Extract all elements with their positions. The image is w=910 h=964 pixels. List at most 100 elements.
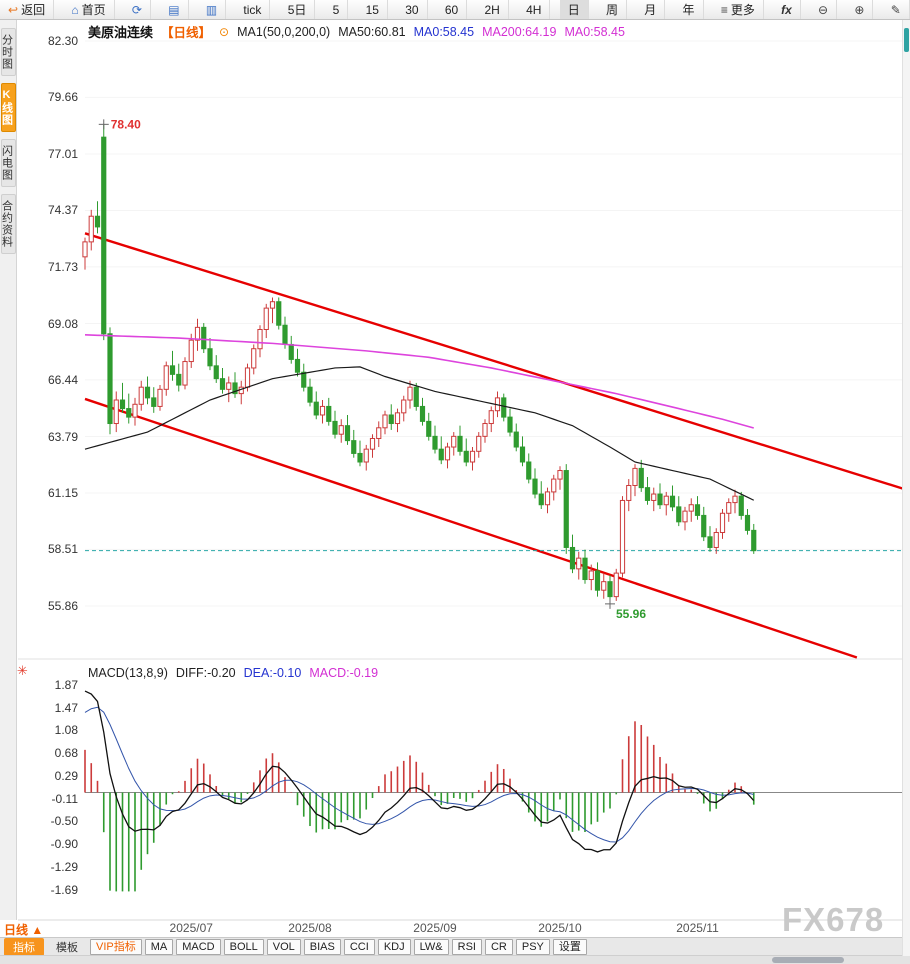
macd-title: MACD(13,8,9) xyxy=(88,666,168,680)
ma0-primary-label: MA0:58.45 xyxy=(413,24,475,39)
toolbar-button-month[interactable]: 月 xyxy=(636,0,666,19)
price-axis-label: 74.37 xyxy=(47,203,78,218)
macd-axis-label: 1.47 xyxy=(54,700,78,715)
macd-axis-label: -1.29 xyxy=(50,859,78,874)
macd-header: MACD(13,8,9) DIFF:-0.20 DEA:-0.10 MACD:-… xyxy=(88,666,378,680)
price-axis-label: 63.79 xyxy=(47,429,78,444)
diff-line xyxy=(84,690,755,853)
toolbar-button-fx[interactable]: fx xyxy=(773,0,801,19)
price-axis-label: 55.86 xyxy=(47,599,78,614)
sidebar-tab-0[interactable]: 分时图 xyxy=(0,28,16,76)
toolbar-button-label: 2H xyxy=(484,2,500,17)
trendline[interactable] xyxy=(84,232,910,492)
toolbar-button-day[interactable]: 日 xyxy=(559,0,589,19)
indicator-button-VIP指标[interactable]: VIP指标 xyxy=(90,939,142,955)
bottom-tab-模板[interactable]: 模板 xyxy=(56,942,78,954)
toolbar-button-label: 首页 xyxy=(81,3,106,17)
toolbar-button-label: 4H xyxy=(526,2,542,17)
ma200-line xyxy=(84,334,754,429)
macd-dea-label: DEA:-0.10 xyxy=(243,666,302,680)
toolbar-button-label: 15 xyxy=(365,2,379,17)
price-axis-label: 66.44 xyxy=(47,372,78,387)
sidebar-tab-1[interactable]: K线图 xyxy=(0,83,16,132)
price-axis-label: 58.51 xyxy=(47,542,78,557)
toolbar-button-zoom-in[interactable]: ⊕ xyxy=(846,0,874,19)
top-toolbar: ↩ 返回 ⌂ 首页 ⟳ ▤ ▥ tick 5日 5 15 30 60 2H 4H 日 周 月 年 ≡ 更多 fx ⊖ ⊕ ✎ xyxy=(0,0,910,20)
indicator-button-LW&[interactable]: LW& xyxy=(413,939,449,955)
macd-axis-label: 0.29 xyxy=(54,768,78,783)
sidebar-tab-2[interactable]: 闪电图 xyxy=(0,139,16,187)
toolbar-button-zoom-out[interactable]: ⊖ xyxy=(810,0,838,19)
indicator-button-设置[interactable]: 设置 xyxy=(552,939,587,955)
alert-icon[interactable]: ⊙ xyxy=(219,24,230,39)
toolbar-button-week[interactable]: 周 xyxy=(598,0,627,19)
toolbar-button-draw[interactable]: ✎ xyxy=(883,0,910,19)
macd-axis-label: 1.08 xyxy=(54,723,78,738)
toolbar-button-label: 30 xyxy=(405,2,419,17)
home-icon: ⌂ xyxy=(71,2,79,17)
bar-chart-icon: ▥ xyxy=(205,2,218,17)
macd-diff-label: DIFF:-0.20 xyxy=(175,666,236,680)
toolbar-button-label: tick xyxy=(243,2,262,17)
price-axis-label: 79.66 xyxy=(47,90,78,105)
dea-line xyxy=(84,706,754,843)
toolbar-button-bar-chart[interactable]: ▥ xyxy=(198,0,227,19)
toolbar-button-candle-chart[interactable]: ▤ xyxy=(160,0,189,19)
zoom-in-icon: ⊕ xyxy=(854,2,865,17)
toolbar-button-60[interactable]: 60 xyxy=(437,0,468,19)
toolbar-button-15[interactable]: 15 xyxy=(358,0,388,19)
vertical-scrollbar[interactable] xyxy=(902,20,910,956)
toolbar-button-label: 返回 xyxy=(21,3,46,17)
indicator-button-BIAS[interactable]: BIAS xyxy=(303,939,341,955)
low-annotation: 55.96 xyxy=(616,607,646,621)
macd-histogram xyxy=(84,721,755,892)
sidebar-tab-3[interactable]: 合约资料 xyxy=(0,194,16,254)
time-axis-label: 2025/11 xyxy=(676,921,719,935)
indicator-button-MACD[interactable]: MACD xyxy=(176,939,221,955)
price-axis-label: 61.15 xyxy=(47,485,78,500)
toolbar-button-more[interactable]: ≡ 更多 xyxy=(713,0,764,19)
indicator-button-MA[interactable]: MA xyxy=(144,939,174,955)
horizontal-scrollbar[interactable] xyxy=(0,955,910,964)
toolbar-button-year[interactable]: 年 xyxy=(675,0,704,19)
ma200-value-label: MA200:64.19 xyxy=(482,24,557,39)
toolbar-button-5d[interactable]: 5日 xyxy=(280,0,316,19)
pencil-icon: ✎ xyxy=(890,2,901,17)
toolbar-button-30[interactable]: 30 xyxy=(397,0,428,19)
toolbar-button-5[interactable]: 5 xyxy=(325,0,349,19)
trendline[interactable] xyxy=(84,397,858,659)
toolbar-button-4h[interactable]: 4H xyxy=(518,0,551,19)
toolbar-button-refresh[interactable]: ⟳ xyxy=(124,0,151,19)
indicator-button-BOLL[interactable]: BOLL xyxy=(223,939,264,955)
indicator-button-KDJ[interactable]: KDJ xyxy=(377,939,411,955)
price-axis-label: 82.30 xyxy=(47,34,78,48)
toolbar-button-back[interactable]: ↩ 返回 xyxy=(0,0,55,19)
indicator-button-CCI[interactable]: CCI xyxy=(343,939,375,955)
price-axis-label: 69.08 xyxy=(47,316,78,331)
toolbar-button-home[interactable]: ⌂ 首页 xyxy=(63,0,115,19)
horizontal-scrollbar-thumb[interactable] xyxy=(772,957,844,963)
indicator-button-RSI[interactable]: RSI xyxy=(451,939,482,955)
indicator-button-CR[interactable]: CR xyxy=(484,939,513,955)
toolbar-button-label: 5 xyxy=(332,2,340,17)
macd-axis-label: -0.50 xyxy=(50,814,78,829)
toolbar-button-label: 更多 xyxy=(730,3,755,17)
macd-axis-label: -1.69 xyxy=(50,882,78,897)
price-axis-label: 77.01 xyxy=(47,147,78,162)
candles-group xyxy=(82,124,757,604)
candle-chart-icon: ▤ xyxy=(168,2,180,17)
price-axis-label: 71.73 xyxy=(47,259,78,274)
macd-axis-label: -0.11 xyxy=(51,791,78,806)
vertical-scrollbar-thumb[interactable] xyxy=(904,28,909,52)
toolbar-button-label: 日 xyxy=(567,3,580,17)
period-indicator-tab[interactable]: 日线 ▲ xyxy=(4,923,44,937)
indicator-settings-icon[interactable]: ✳ xyxy=(17,663,28,678)
indicator-button-VOL[interactable]: VOL xyxy=(266,939,301,955)
indicator-button-PSY[interactable]: PSY xyxy=(515,939,550,955)
toolbar-button-2h[interactable]: 2H xyxy=(476,0,509,19)
toolbar-button-tick[interactable]: tick xyxy=(235,0,271,19)
macd-axis-label: 0.68 xyxy=(54,746,78,761)
bottom-tab-指标[interactable]: 指标 xyxy=(4,938,44,956)
